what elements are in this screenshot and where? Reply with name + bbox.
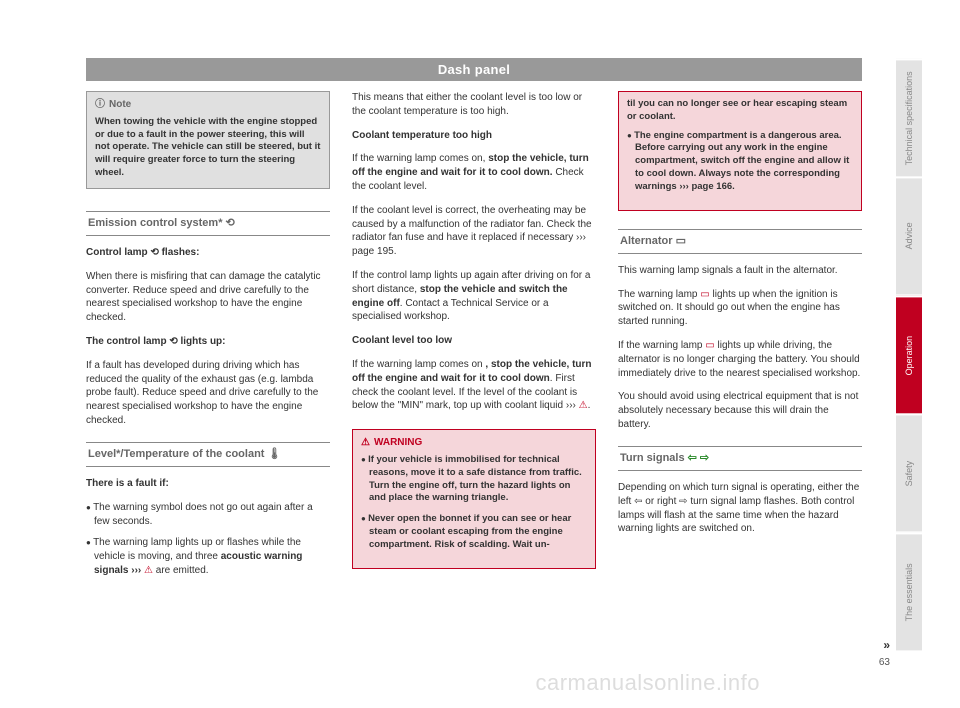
warning-body: If your vehicle is immobilised for techn… xyxy=(361,454,587,552)
warning-box-continued: til you can no longer see or hear escapi… xyxy=(618,91,862,211)
battery-icon-3: ▭ xyxy=(705,340,714,351)
section-turn-text: Turn signals xyxy=(620,452,688,464)
section-emission: Emission control system* ⟲ xyxy=(86,211,330,236)
bullet-1: The warning symbol does not go out again… xyxy=(86,501,330,529)
page-number: 63 xyxy=(879,657,890,668)
para-flashes-head: Control lamp ⟲ flashes: xyxy=(86,246,330,260)
para-fault-head: There is a fault if: xyxy=(86,477,330,491)
warn-b1: If your vehicle is immobilised for techn… xyxy=(361,454,587,505)
tab-tech-specs[interactable]: Technical specifications xyxy=(896,58,922,176)
info-icon: ⓘ xyxy=(95,99,105,110)
warning-box: ⚠ WARNING If your vehicle is immobilised … xyxy=(352,429,596,568)
warning-triangle-icon: ⚠ xyxy=(361,437,370,448)
side-tabs: Technical specifications Advice Operatio… xyxy=(896,58,922,650)
c2-p5a: If the warning lamp comes on xyxy=(352,359,485,370)
column-2: This means that either the coolant level… xyxy=(352,91,596,668)
section-emission-text: Emission control system* xyxy=(88,217,226,229)
c3-p3a: If the warning lamp xyxy=(618,340,705,351)
warning-header: ⚠ WARNING xyxy=(361,436,587,450)
tab-safety[interactable]: Safety xyxy=(896,413,922,531)
section-coolant: Level*/Temperature of the coolant 🌡 xyxy=(86,442,330,467)
para-lights-head: The control lamp ⟲ lights up: xyxy=(86,335,330,349)
tab-operation[interactable]: Operation xyxy=(896,295,922,413)
c2-p5d: . xyxy=(588,400,591,411)
manual-page: Dash panel ⓘ Note When towing the vehicle… xyxy=(86,58,862,668)
tab-essentials[interactable]: The essentials xyxy=(896,532,922,650)
warning-icon: ⚠ xyxy=(144,565,153,576)
section-alternator-text: Alternator xyxy=(620,235,676,247)
c2-p5: If the warning lamp comes on , stop the … xyxy=(352,358,596,413)
section-turn-signals: Turn signals ⇦ ⇨ xyxy=(618,446,862,471)
c2-p2: If the warning lamp comes on, stop the v… xyxy=(352,152,596,193)
c3-p3: If the warning lamp ▭ lights up while dr… xyxy=(618,339,862,380)
c2-h1: Coolant temperature too high xyxy=(352,129,596,143)
c2-p1: This means that either the coolant level… xyxy=(352,91,596,119)
note-body: When towing the vehicle with the engine … xyxy=(95,116,321,180)
warning-icon-2: ⚠ xyxy=(579,400,588,411)
c3-p2a: The warning lamp xyxy=(618,289,700,300)
para-flashes-body: When there is misfiring that can damage … xyxy=(86,270,330,325)
continue-indicator: » xyxy=(883,638,890,652)
watermark: carmanualsonline.info xyxy=(535,670,760,696)
turn-signal-icon: ⇦ ⇨ xyxy=(688,452,710,464)
warn-b2: Never open the bonnet if you can see or … xyxy=(361,513,587,551)
section-alternator: Alternator ▭ xyxy=(618,229,862,254)
c3-p5: Depending on which turn signal is operat… xyxy=(618,481,862,536)
content-columns: ⓘ Note When towing the vehicle with the e… xyxy=(86,91,862,668)
column-3: til you can no longer see or hear escapi… xyxy=(618,91,862,668)
c2-p2a: If the warning lamp comes on, xyxy=(352,153,488,164)
page-title: Dash panel xyxy=(86,58,862,81)
battery-icon-2: ▭ xyxy=(700,289,709,300)
bullet-2c: are emitted. xyxy=(153,565,209,576)
battery-icon: ▭ xyxy=(676,235,686,247)
note-box: ⓘ Note When towing the vehicle with the e… xyxy=(86,91,330,189)
c3-p2: The warning lamp ▭ lights up when the ig… xyxy=(618,288,862,329)
c3-p4: You should avoid using electrical equipm… xyxy=(618,390,862,431)
warn-cont-b1: The engine compartment is a dangerous ar… xyxy=(627,130,853,194)
column-1: ⓘ Note When towing the vehicle with the e… xyxy=(86,91,330,668)
warning-cont-body: til you can no longer see or hear escapi… xyxy=(627,98,853,194)
c3-p1: This warning lamp signals a fault in the… xyxy=(618,264,862,278)
note-header: ⓘ Note xyxy=(95,98,321,112)
c2-p3: If the coolant level is correct, the ove… xyxy=(352,204,596,259)
para-lights-body: If a fault has developed during driving … xyxy=(86,359,330,428)
warning-label: WARNING xyxy=(374,437,422,448)
emission-icon: ⟲ xyxy=(226,217,235,229)
note-label: Note xyxy=(109,99,131,110)
bullet-2: The warning lamp lights up or flashes wh… xyxy=(86,536,330,577)
coolant-icon: 🌡 xyxy=(268,448,282,460)
c2-p4: If the control lamp lights up again afte… xyxy=(352,269,596,324)
warn-cont-l1: til you can no longer see or hear escapi… xyxy=(627,98,853,124)
c2-h2: Coolant level too low xyxy=(352,334,596,348)
section-coolant-text: Level*/Temperature of the coolant xyxy=(88,448,268,460)
tab-advice[interactable]: Advice xyxy=(896,176,922,294)
